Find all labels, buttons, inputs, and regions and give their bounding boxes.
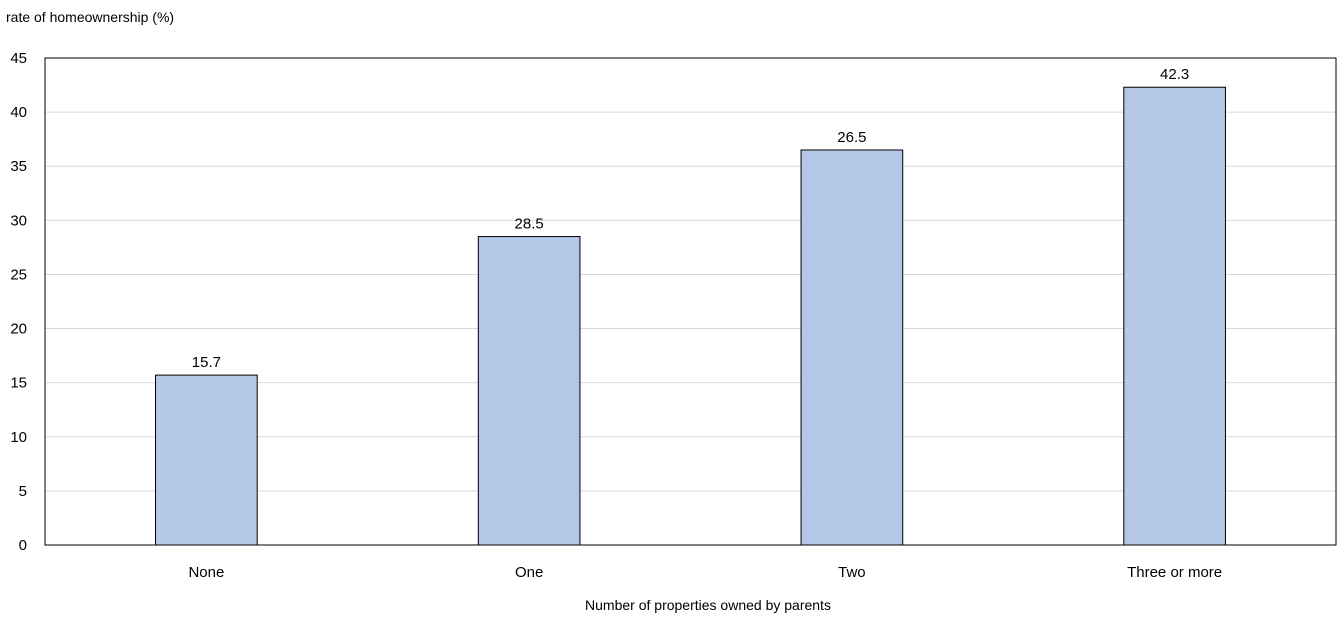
x-category-label: Three or more <box>1127 564 1222 581</box>
y-axis-ticks: 0 5 10 15 20 25 30 35 40 45 <box>10 50 27 554</box>
data-label: 26.5 <box>837 129 866 146</box>
y-tick-label: 30 <box>10 212 27 229</box>
bar <box>800 149 904 546</box>
bar <box>155 374 258 546</box>
bars <box>155 86 1226 546</box>
x-category-label: One <box>515 564 543 581</box>
y-axis-title: rate of homeownership (%) <box>6 9 174 25</box>
y-tick-label: 15 <box>10 375 27 392</box>
data-label: 42.3 <box>1160 66 1189 83</box>
y-tick-label: 20 <box>10 321 27 338</box>
y-tick-label: 0 <box>19 537 27 554</box>
y-tick-label: 25 <box>10 266 27 283</box>
x-category-label: None <box>188 564 224 581</box>
y-tick-label: 10 <box>10 429 27 446</box>
data-labels: 15.7 28.5 26.5 42.3 <box>192 66 1189 371</box>
y-tick-label: 40 <box>10 104 27 121</box>
data-label: 28.5 <box>515 216 544 233</box>
bar <box>477 236 581 546</box>
y-tick-label: 5 <box>19 483 27 500</box>
gridlines <box>45 111 1336 492</box>
data-label: 15.7 <box>192 354 221 371</box>
y-tick-label: 45 <box>10 50 27 67</box>
plot-area-frame <box>44 57 1337 546</box>
x-axis-title: Number of properties owned by parents <box>585 597 831 613</box>
y-tick-label: 35 <box>10 158 27 175</box>
x-axis-categories: None One Two Three or more <box>188 564 1222 581</box>
bar <box>1123 86 1226 546</box>
x-category-label: Two <box>838 564 866 581</box>
